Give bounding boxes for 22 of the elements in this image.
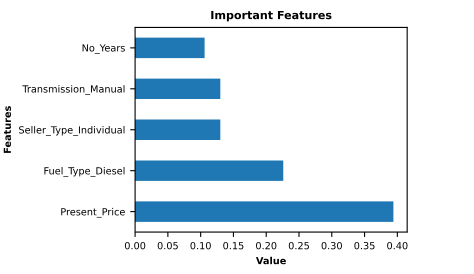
x-tick-label: 0.25 — [288, 242, 309, 250]
x-axis-title: Value — [256, 256, 286, 264]
x-tick-label: 0.10 — [190, 242, 211, 250]
x-tick-label: 0.15 — [223, 242, 244, 250]
bar — [135, 201, 394, 222]
y-axis-title: Features — [4, 106, 11, 153]
x-tick-label: 0.05 — [158, 242, 178, 250]
y-tick-label: Seller_Type_Individual — [19, 126, 124, 136]
y-tick-label: Transmission_Manual — [22, 85, 124, 95]
bar — [135, 38, 205, 58]
x-tick-label: 0.20 — [256, 242, 276, 250]
y-tick-label: No_Years — [82, 44, 125, 54]
bar — [135, 160, 284, 181]
y-tick-label: Present_Price — [61, 208, 125, 218]
x-tick-label: 0.00 — [124, 242, 146, 250]
x-tick-label: 0.30 — [322, 242, 342, 250]
y-tick-label: Fuel_Type_Diesel — [44, 166, 124, 177]
bar — [135, 78, 220, 100]
bar — [135, 120, 220, 140]
x-tick-label: 0.40 — [387, 242, 408, 250]
x-tick-label: 0.35 — [354, 242, 375, 250]
chart-title: Important Features — [211, 10, 332, 22]
